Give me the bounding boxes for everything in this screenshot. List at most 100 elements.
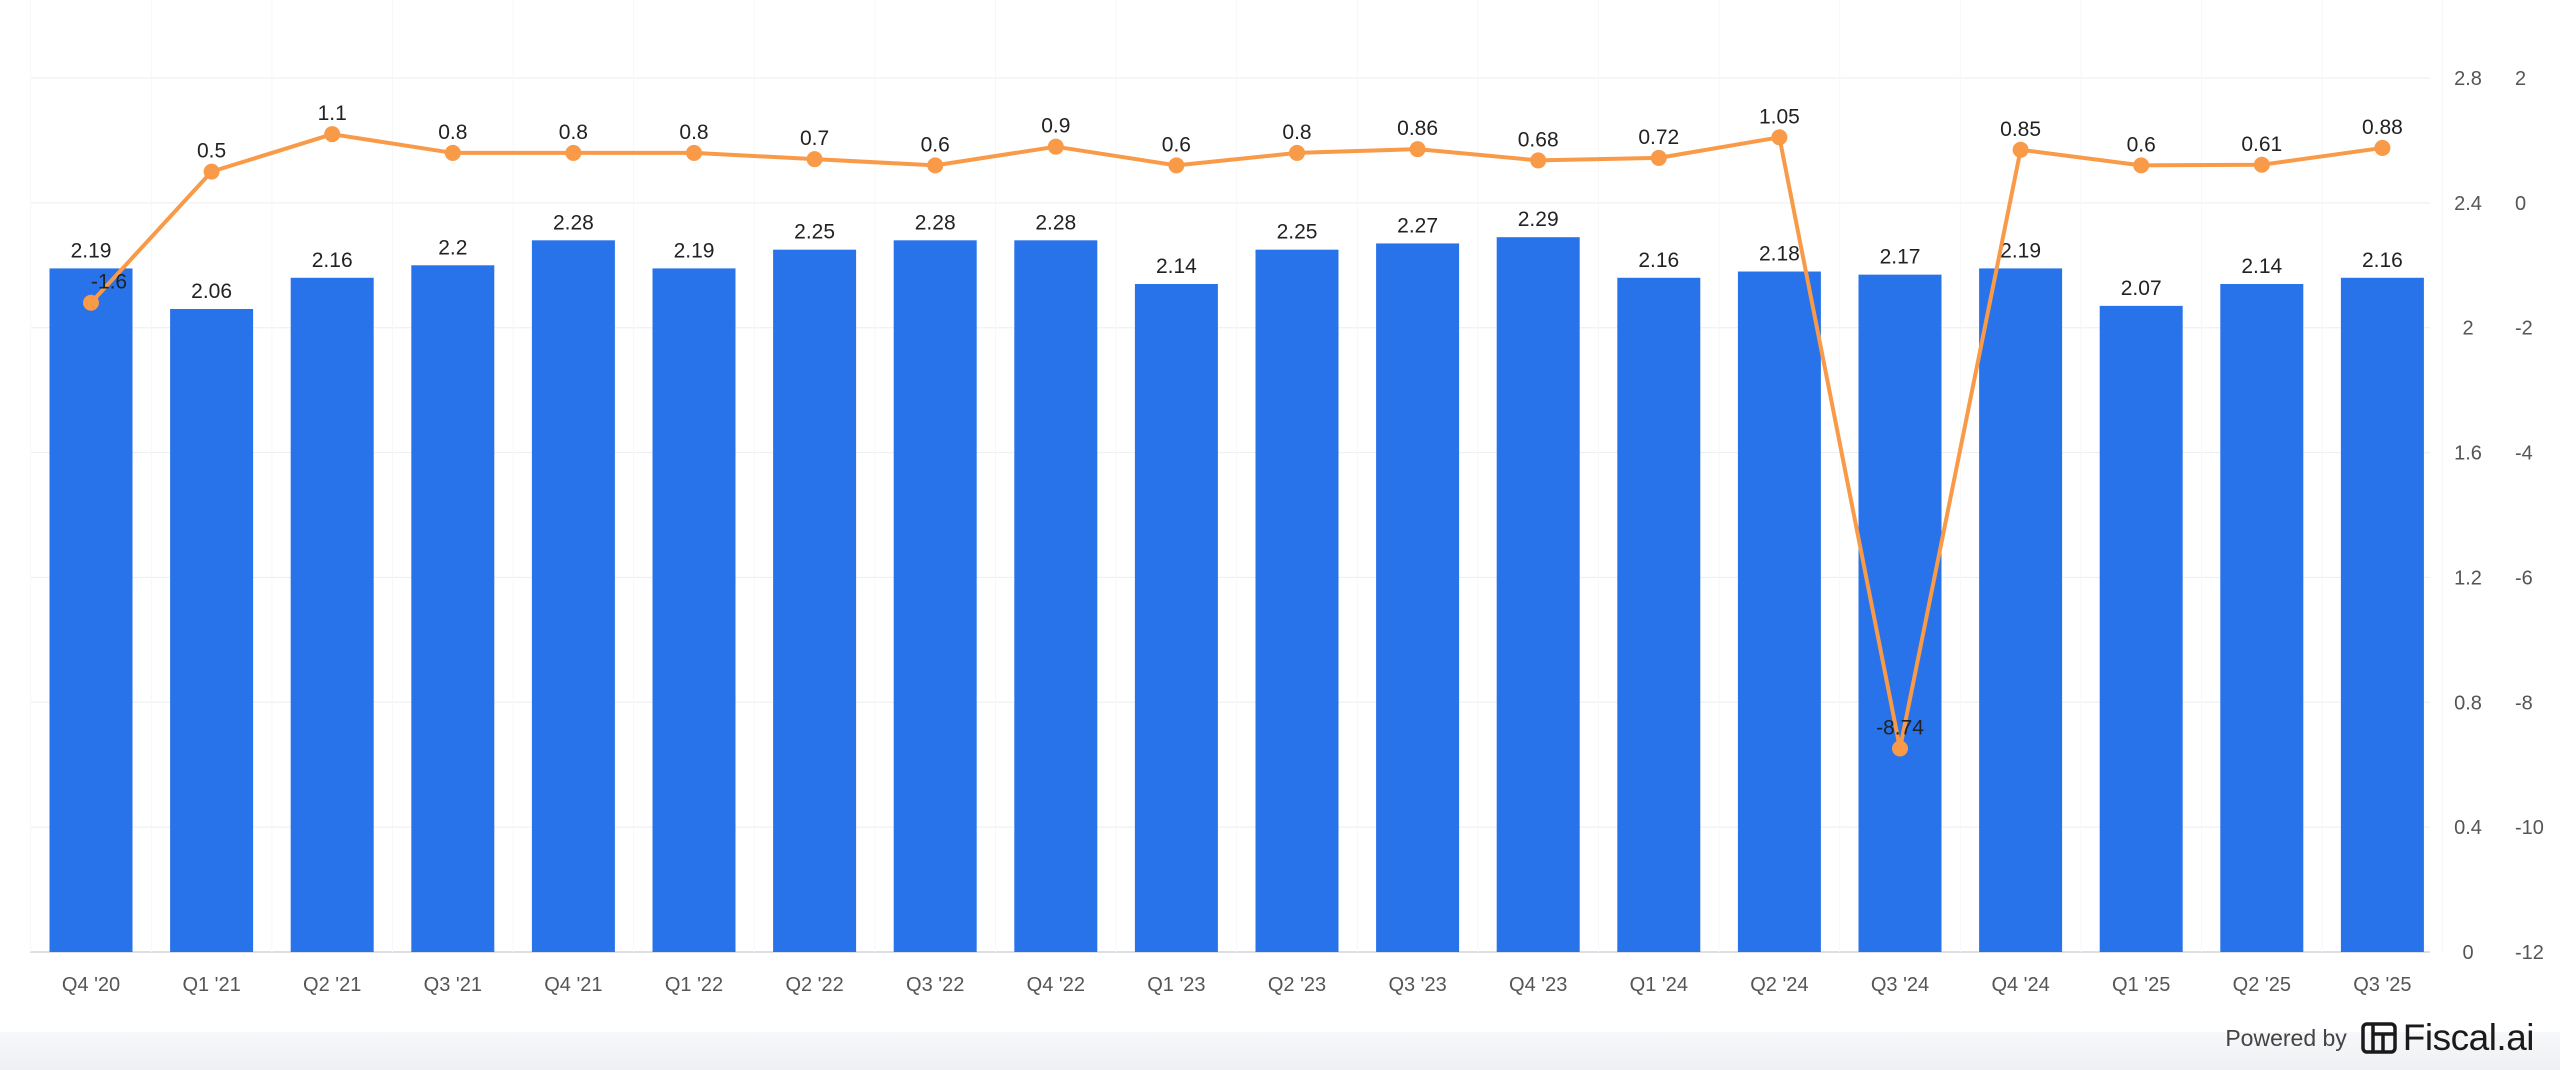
line-point[interactable] bbox=[1771, 129, 1788, 146]
bar-data-label: 2.14 bbox=[2241, 255, 2282, 278]
x-axis-tick-label: Q2 '21 bbox=[303, 974, 361, 996]
bar-data-label: 2.16 bbox=[312, 249, 353, 272]
bar[interactable] bbox=[1737, 271, 1821, 952]
x-axis-tick-label: Q4 '20 bbox=[62, 974, 120, 996]
x-axis-tick-label: Q2 '22 bbox=[785, 974, 843, 996]
line-point[interactable] bbox=[806, 151, 823, 168]
bar[interactable] bbox=[2340, 277, 2424, 952]
left-axis-tick-label: 0.8 bbox=[2454, 692, 2482, 714]
line-point[interactable] bbox=[1168, 157, 1185, 174]
x-axis-tick-label: Q1 '24 bbox=[1630, 974, 1688, 996]
bar-data-label: 2.28 bbox=[553, 211, 594, 234]
right-axis-tick-label: 0 bbox=[2515, 193, 2526, 215]
bar-data-label: 2.28 bbox=[1035, 211, 1076, 234]
line-data-label: 0.6 bbox=[921, 133, 950, 156]
x-axis-tick-label: Q4 '23 bbox=[1509, 974, 1567, 996]
line-series bbox=[83, 126, 2391, 757]
bar[interactable] bbox=[773, 249, 857, 952]
left-axis-tick-label: 2.4 bbox=[2454, 193, 2482, 215]
line-point[interactable] bbox=[203, 163, 220, 180]
line-point[interactable] bbox=[1530, 152, 1547, 169]
line-point[interactable] bbox=[83, 294, 99, 311]
line-point[interactable] bbox=[1289, 144, 1305, 161]
line-point[interactable] bbox=[444, 144, 461, 161]
bar-data-label: 2.16 bbox=[1638, 249, 1679, 272]
bar[interactable] bbox=[1014, 240, 1098, 953]
line-point[interactable] bbox=[1047, 138, 1064, 155]
line-point[interactable] bbox=[2012, 141, 2029, 158]
x-axis-tick-label: Q4 '24 bbox=[1991, 974, 2049, 996]
bar-data-label: 2.28 bbox=[915, 211, 956, 234]
line-data-label: 0.7 bbox=[800, 127, 829, 150]
x-axis-tick-label: Q2 '24 bbox=[1750, 974, 1808, 996]
bar[interactable] bbox=[531, 240, 615, 953]
bar-data-label: 2.25 bbox=[794, 221, 835, 244]
bar-data-label: 2.25 bbox=[1277, 221, 1318, 244]
line-data-label: 1.1 bbox=[318, 102, 347, 125]
line-data-label: 0.8 bbox=[1282, 121, 1311, 144]
bar[interactable] bbox=[893, 240, 977, 953]
line-point[interactable] bbox=[1892, 740, 1908, 757]
left-axis-ticks: 0 0.4 0.8 1.2 1.6 2 2.4 2.8 bbox=[2454, 68, 2482, 964]
bar[interactable] bbox=[1979, 268, 2063, 953]
line-point[interactable] bbox=[1650, 149, 1667, 166]
combo-chart: 2.19 2.06 2.16 2.2 2.28 2.19 2.25 2.28 2.28 2.14 2… bbox=[30, 68, 2544, 996]
x-axis-tick-label: Q1 '22 bbox=[665, 974, 723, 996]
line-data-label: 0.88 bbox=[2362, 116, 2403, 139]
line-point[interactable] bbox=[324, 126, 341, 143]
bar[interactable] bbox=[411, 265, 495, 952]
x-axis-tick-label: Q1 '21 bbox=[182, 974, 240, 996]
x-axis-tick-label: Q3 '24 bbox=[1871, 974, 1929, 996]
x-axis-ticks: Q4 '20 Q1 '21 Q2 '21 Q3 '21 Q4 '21 Q1 '22 Q2 '… bbox=[62, 974, 2412, 996]
bar-data-label: 2.2 bbox=[438, 236, 467, 259]
right-axis-ticks: -12 -10 -8 -6 -4 -2 0 2 bbox=[2515, 68, 2544, 964]
bar[interactable] bbox=[170, 308, 254, 952]
left-axis-tick-label: 1.2 bbox=[2454, 567, 2482, 589]
x-axis-tick-label: Q4 '21 bbox=[544, 974, 602, 996]
right-axis-tick-label: -4 bbox=[2515, 443, 2533, 465]
line-data-labels: -1.6 0.5 1.1 0.8 0.8 0.8 0.7 0.6 0.9 0.6 0.8 0.86 0.… bbox=[91, 102, 2403, 739]
bar[interactable] bbox=[1617, 277, 1701, 952]
right-axis-tick-label: 2 bbox=[2515, 68, 2526, 90]
line-point[interactable] bbox=[2253, 156, 2270, 173]
bar[interactable] bbox=[290, 277, 374, 952]
left-axis-tick-label: 2 bbox=[2462, 318, 2473, 340]
x-axis-tick-label: Q3 '21 bbox=[424, 974, 482, 996]
bar-data-label: 2.07 bbox=[2121, 277, 2162, 300]
powered-by-badge[interactable]: Powered by Fiscal.ai bbox=[2225, 1017, 2535, 1058]
x-axis-tick-label: Q1 '23 bbox=[1147, 974, 1205, 996]
line-point[interactable] bbox=[565, 144, 582, 161]
bar[interactable] bbox=[49, 268, 133, 953]
bar[interactable] bbox=[652, 268, 736, 953]
brand-name: Fiscal.ai bbox=[2402, 1017, 2535, 1058]
bar[interactable] bbox=[1255, 249, 1339, 952]
bar[interactable] bbox=[2220, 284, 2304, 952]
line-data-label: 0.5 bbox=[197, 140, 226, 163]
line-point[interactable] bbox=[1409, 141, 1426, 158]
line-point[interactable] bbox=[2133, 157, 2150, 174]
line-data-label: 0.8 bbox=[438, 121, 467, 144]
footer-band bbox=[0, 1032, 2560, 1070]
line-data-label: 0.68 bbox=[1518, 128, 1559, 151]
line-point[interactable] bbox=[2374, 139, 2391, 156]
line-point[interactable] bbox=[927, 157, 944, 174]
powered-by-text: Powered by bbox=[2225, 1024, 2347, 1051]
bar[interactable] bbox=[1376, 243, 1460, 952]
line-data-label: 0.86 bbox=[1397, 117, 1438, 140]
left-axis-tick-label: 2.8 bbox=[2454, 68, 2482, 90]
right-axis-tick-label: -12 bbox=[2515, 942, 2544, 964]
line-data-label: 0.9 bbox=[1041, 115, 1070, 138]
bar-data-label: 2.06 bbox=[191, 280, 232, 303]
line-point[interactable] bbox=[686, 144, 702, 161]
fiscal-logo-icon bbox=[2361, 1022, 2397, 1054]
right-axis-tick-label: -6 bbox=[2515, 567, 2533, 589]
line-data-label: -8.74 bbox=[1876, 716, 1924, 739]
bar[interactable] bbox=[1496, 237, 1580, 952]
right-axis-tick-label: -10 bbox=[2515, 817, 2544, 839]
bar-data-label: 2.18 bbox=[1759, 243, 1800, 266]
bar[interactable] bbox=[2099, 305, 2183, 953]
x-axis-tick-label: Q1 '25 bbox=[2112, 974, 2170, 996]
bar[interactable] bbox=[1134, 284, 1218, 952]
line-data-label: 0.85 bbox=[2000, 118, 2041, 141]
line-data-label: 0.8 bbox=[559, 121, 588, 144]
